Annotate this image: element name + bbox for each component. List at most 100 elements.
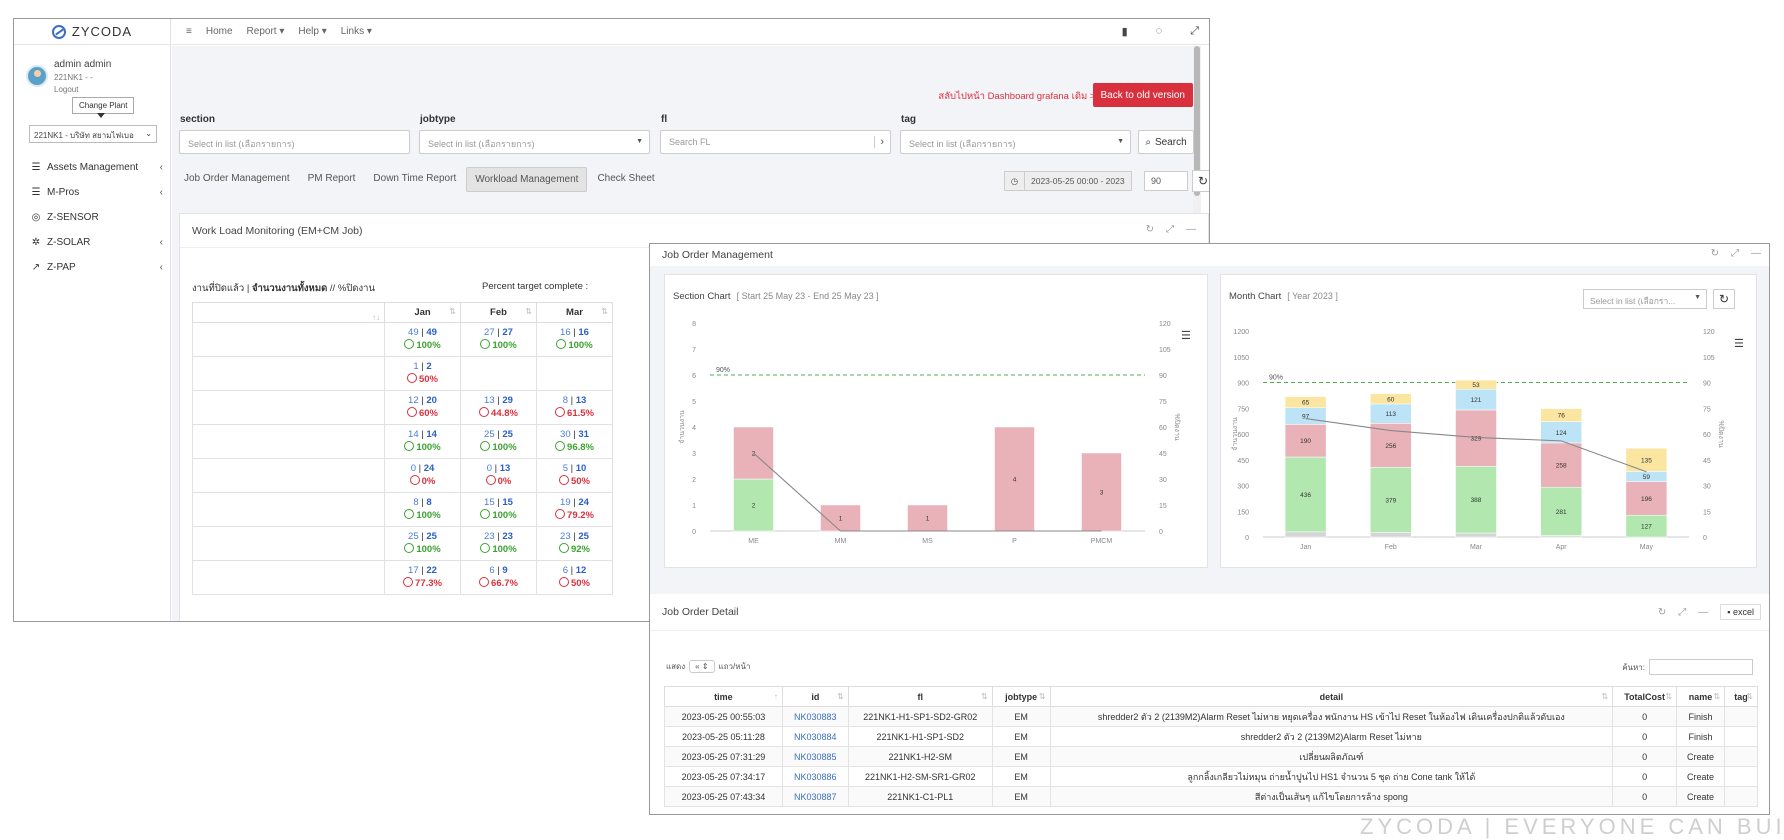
tab-job-order-management[interactable]: Job Order Management — [184, 173, 290, 184]
month-chart: 0 150 300 450 600 750 900 1050 1200 0 15 30 45 60 75 90… — [1231, 329, 1725, 551]
table-header[interactable]: Feb ⇅ — [460, 302, 537, 323]
scrollbar-thumb[interactable] — [1194, 46, 1200, 196]
column-header-tag[interactable]: tag ⇅ — [1724, 686, 1758, 707]
nav-help[interactable]: Help ▾ — [298, 26, 327, 37]
total-count[interactable]: 24 — [423, 463, 435, 474]
bookmark-icon[interactable]: ▮ — [1121, 26, 1128, 38]
sidebar-item-m-pros[interactable]: ☰ M-Pros ‹ — [29, 180, 169, 205]
column-header-totalcost[interactable]: TotalCost ⇅ — [1612, 686, 1678, 707]
month-chart-refresh-button[interactable]: ↻ — [1713, 289, 1735, 309]
refresh-icon[interactable]: ↻ — [1657, 606, 1667, 618]
month-chart-select[interactable]: Select in list (เลือกรา... ▼ — [1583, 289, 1707, 309]
total-count[interactable]: 49 — [426, 327, 437, 338]
total-count[interactable]: 25 — [426, 531, 437, 542]
refresh-icon[interactable]: ↻ — [1710, 248, 1719, 259]
section-select[interactable]: Select in list (เลือกรายการ) — [179, 130, 410, 154]
plant-select[interactable]: 221NK1 - บริษัท สยามไฟเบอ ⌄ — [29, 125, 157, 143]
search-button[interactable]: ⌕ Search — [1138, 130, 1194, 154]
nav-links[interactable]: Links ▾ — [340, 26, 372, 37]
logo[interactable]: ZYCODA — [14, 19, 170, 45]
change-plant-tooltip: Change Plant — [72, 97, 135, 118]
expand-icon[interactable]: ⤢ — [1166, 224, 1174, 235]
column-header-id[interactable]: id ⇅ — [781, 686, 849, 707]
total-count[interactable]: 24 — [578, 497, 589, 508]
sidebar-item-z-solar[interactable]: ✲ Z-SOLAR ‹ — [29, 230, 169, 255]
total-count[interactable]: 23 — [502, 531, 513, 542]
table-header[interactable]: Jan ⇅ — [384, 302, 461, 323]
table-row[interactable]: 2023-05-25 05:11:28 NK030884 221NK1-H1-SP1… — [664, 726, 1758, 747]
column-header-fl[interactable]: fl ⇅ — [847, 686, 993, 707]
cell-totalcost: 0 — [1612, 766, 1678, 787]
chevron-right-icon[interactable]: › — [874, 136, 884, 148]
collapse-icon[interactable]: — — [1751, 248, 1761, 259]
chat-icon[interactable]: ◌ — [1155, 25, 1163, 37]
grafana-dashboard-link[interactable]: สลับไปหน้า Dashboard grafana เดิม >> — [938, 91, 1101, 102]
column-header-name[interactable]: name ⇅ — [1676, 686, 1726, 707]
menu-icon[interactable]: ≡ — [186, 26, 192, 37]
total-count[interactable]: 29 — [502, 395, 513, 406]
total-count[interactable]: 27 — [502, 327, 513, 338]
back-to-old-version-button[interactable]: Back to old version — [1092, 83, 1193, 107]
table-row[interactable]: 2023-05-25 07:31:29 NK030885 221NK1-H2-SM E… — [664, 746, 1758, 767]
fullscreen-icon[interactable]: ⤢ — [1190, 25, 1199, 37]
cell-id[interactable]: NK030883 — [781, 706, 849, 727]
expand-icon[interactable]: ⤢ — [1731, 248, 1739, 259]
total-count[interactable]: 12 — [575, 565, 587, 576]
total-count[interactable]: 25 — [578, 531, 589, 542]
tab-check-sheet[interactable]: Check Sheet — [597, 173, 655, 184]
page-length-select[interactable]: « ⇕ — [689, 660, 715, 673]
percent-closed: 77.3% — [385, 577, 460, 590]
column-header-jobtype[interactable]: jobtype ⇅ — [991, 686, 1051, 707]
table-row[interactable]: 2023-05-25 07:43:34 NK030887 221NK1-C1-PL1… — [664, 786, 1758, 807]
total-count[interactable]: 31 — [578, 429, 589, 440]
column-header-detail[interactable]: detail ⇅ — [1049, 686, 1614, 707]
total-count[interactable]: 16 — [578, 327, 589, 338]
sidebar-item-assets-management[interactable]: ☰ Assets Management ‹ — [29, 155, 169, 180]
total-count[interactable]: 15 — [502, 497, 513, 508]
table-header[interactable]: ↑↓ — [192, 302, 385, 323]
chart-menu-icon[interactable]: ☰ — [1181, 330, 1191, 342]
table-row[interactable]: 2023-05-25 00:55:03 NK030883 221NK1-H1-SP1… — [664, 706, 1758, 727]
cell-id[interactable]: NK030887 — [781, 786, 849, 807]
table-search-input[interactable] — [1649, 659, 1753, 675]
collapse-icon[interactable]: — — [1698, 606, 1709, 618]
refresh-button[interactable]: ↻ — [1192, 170, 1209, 192]
jobtype-select[interactable]: Select in list (เลือกรายการ) ▼ — [419, 130, 650, 154]
table-row[interactable]: 2023-05-25 07:34:17 NK030886 221NK1-H2-SM-… — [664, 766, 1758, 787]
total-count[interactable]: 10 — [575, 463, 587, 474]
total-count[interactable]: 13 — [499, 463, 511, 474]
cell-id[interactable]: NK030886 — [781, 766, 849, 787]
tag-select[interactable]: Select in list (เลือกรายการ) ▼ — [900, 130, 1131, 154]
tab-pm-report[interactable]: PM Report — [307, 173, 356, 184]
date-range-input[interactable]: ◷ 2023-05-25 00:00 - 2023 — [1004, 171, 1132, 191]
fl-search-input[interactable]: Search FL › — [660, 130, 891, 154]
total-count[interactable]: 9 — [502, 565, 508, 576]
total-count[interactable]: 13 — [575, 395, 587, 406]
nav-report[interactable]: Report ▾ — [246, 26, 285, 37]
cell-id[interactable]: NK030885 — [781, 746, 849, 767]
tab-down-time-report[interactable]: Down Time Report — [373, 173, 457, 184]
cell-id[interactable]: NK030884 — [781, 726, 849, 747]
avatar[interactable] — [26, 65, 48, 87]
logout-link[interactable]: Logout — [54, 85, 79, 94]
total-count[interactable]: 25 — [502, 429, 513, 440]
total-count[interactable]: 14 — [426, 429, 437, 440]
nav-home[interactable]: Home — [205, 26, 233, 37]
total-count[interactable]: 8 — [426, 497, 432, 508]
total-count[interactable]: 2 — [426, 361, 432, 372]
frown-icon — [555, 509, 566, 519]
sidebar-item-z-pap[interactable]: ↗ Z-PAP ‹ — [29, 255, 169, 280]
tab-workload-management[interactable]: Workload Management — [466, 167, 588, 192]
total-count[interactable]: 22 — [426, 565, 437, 576]
days-input[interactable]: 90 — [1144, 171, 1188, 191]
sidebar-item-z-sensor[interactable]: ◎ Z-SENSOR — [29, 205, 169, 230]
chart-menu-icon[interactable]: ☰ — [1734, 338, 1744, 350]
table-header[interactable]: Mar ⇅ — [536, 302, 613, 323]
total-count[interactable]: 20 — [426, 395, 437, 406]
excel-export-button[interactable]: ▪ excel — [1720, 604, 1761, 620]
collapse-icon[interactable]: — — [1186, 224, 1196, 235]
bar-data-label: 121 — [1471, 397, 1482, 404]
expand-icon[interactable]: ⤢ — [1678, 606, 1687, 618]
refresh-icon[interactable]: ↻ — [1145, 224, 1154, 235]
column-header-time[interactable]: time ↑ — [664, 686, 783, 707]
